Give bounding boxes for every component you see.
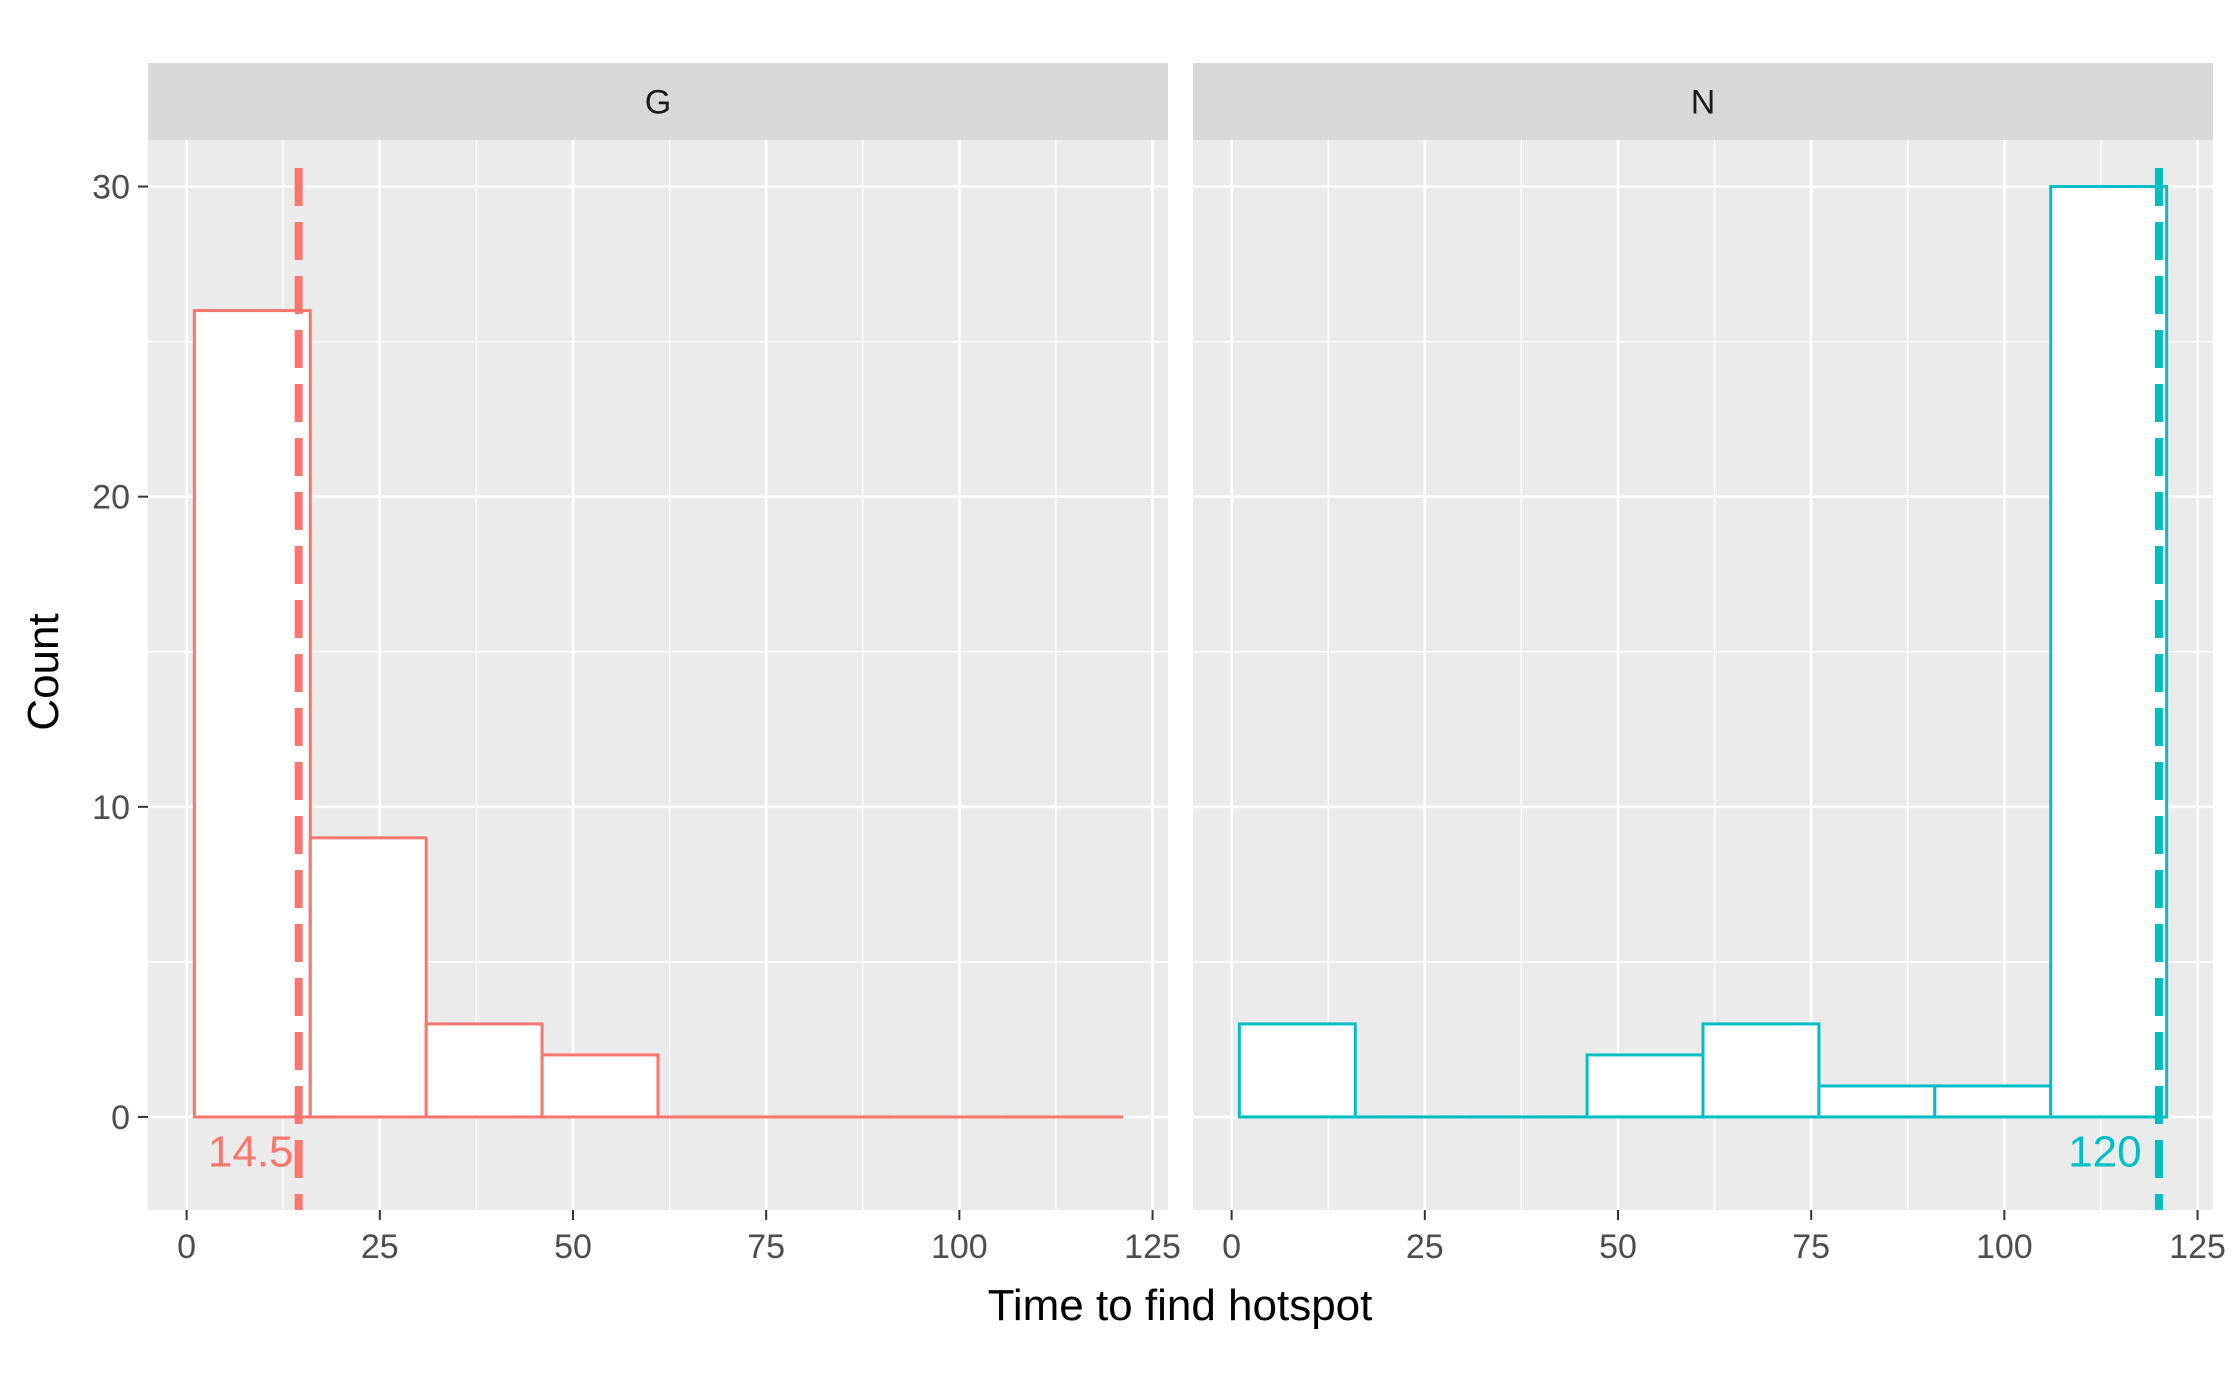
x-tick-label: 125 [2169,1228,2226,1266]
facet-panel-N: 120 N 0 25 50 75 100 125 [1193,63,2226,1266]
x-axis-title: Time to find hotspot [988,1281,1373,1330]
histogram-bar [1935,1086,2051,1117]
x-tick-label: 100 [1976,1228,2033,1266]
y-tick-label: 30 [92,169,130,207]
facet-strip-label: N [1691,84,1716,122]
x-tick-label: 125 [1124,1228,1181,1266]
x-tick-label: 25 [361,1228,399,1266]
x-tick-label: 50 [554,1228,592,1266]
y-axis-title: Count [19,613,68,730]
x-tick-label: 0 [1222,1228,1241,1266]
facet-panel-G: 14.5 G 0 25 50 75 100 125 [148,63,1181,1266]
histogram-bar [194,311,310,1117]
median-label: 14.5 [208,1128,294,1177]
histogram-bar [310,838,426,1117]
x-tick-label: 75 [747,1228,785,1266]
histogram-bar [1703,1024,1819,1117]
y-tick-label: 0 [111,1099,130,1137]
facet-strip-label: G [645,84,671,122]
histogram-bar [1587,1055,1703,1117]
y-tick-label: 20 [92,479,130,517]
x-tick-label: 75 [1792,1228,1830,1266]
histogram-bar [1239,1024,1355,1117]
histogram-bar [542,1055,658,1117]
histogram-bar [1819,1086,1935,1117]
x-tick-label: 0 [177,1228,196,1266]
histogram-bar [2051,187,2167,1117]
y-tick-label: 10 [92,789,130,827]
x-tick-label: 50 [1599,1228,1637,1266]
x-tick-label: 25 [1406,1228,1444,1266]
x-tick-label: 100 [931,1228,988,1266]
histogram-bar [426,1024,542,1117]
median-label: 120 [2068,1128,2141,1177]
